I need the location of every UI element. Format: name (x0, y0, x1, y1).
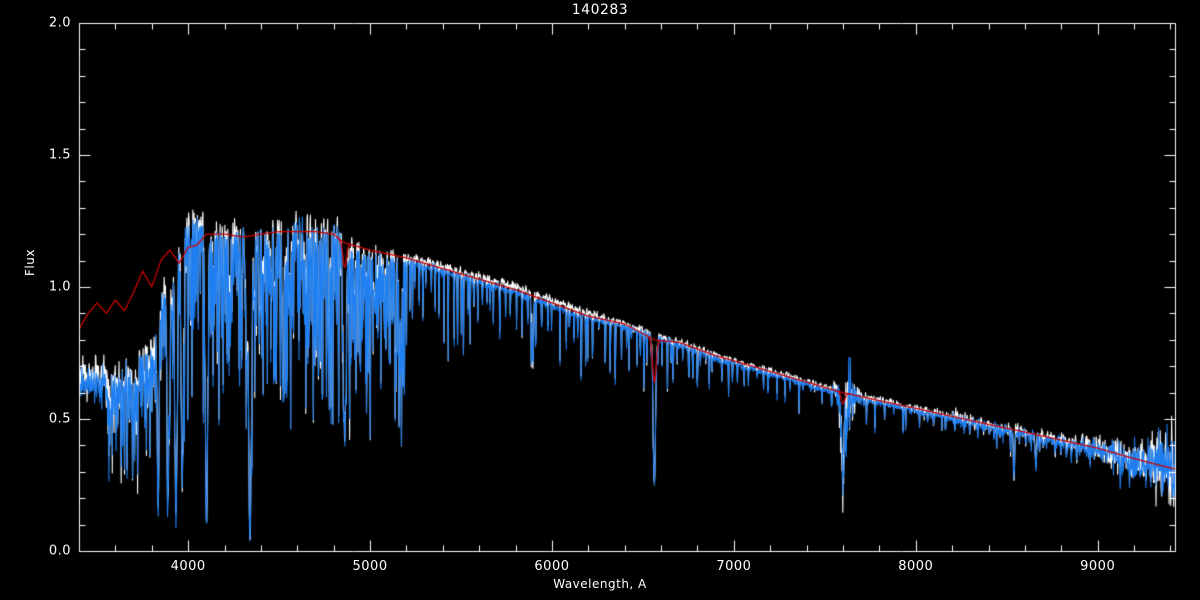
x-tick-label: 5000 (352, 559, 388, 574)
y-axis-label: Flux (23, 249, 37, 276)
x-tick-label: 6000 (534, 559, 570, 574)
x-tick-label: 7000 (716, 559, 752, 574)
page-title: 140283 (571, 2, 629, 18)
x-tick-label: 4000 (170, 559, 206, 574)
y-tick-label: 0.5 (48, 411, 71, 427)
y-tick-label: 1.5 (48, 147, 71, 163)
y-tick-label: 2.0 (48, 15, 71, 31)
x-axis-label: Wavelength, A (553, 577, 647, 591)
y-tick-label: 1.0 (48, 279, 71, 295)
x-tick-label: 9000 (1080, 559, 1116, 574)
x-tick-label: 8000 (898, 559, 934, 574)
y-tick-label: 0.0 (48, 543, 71, 559)
